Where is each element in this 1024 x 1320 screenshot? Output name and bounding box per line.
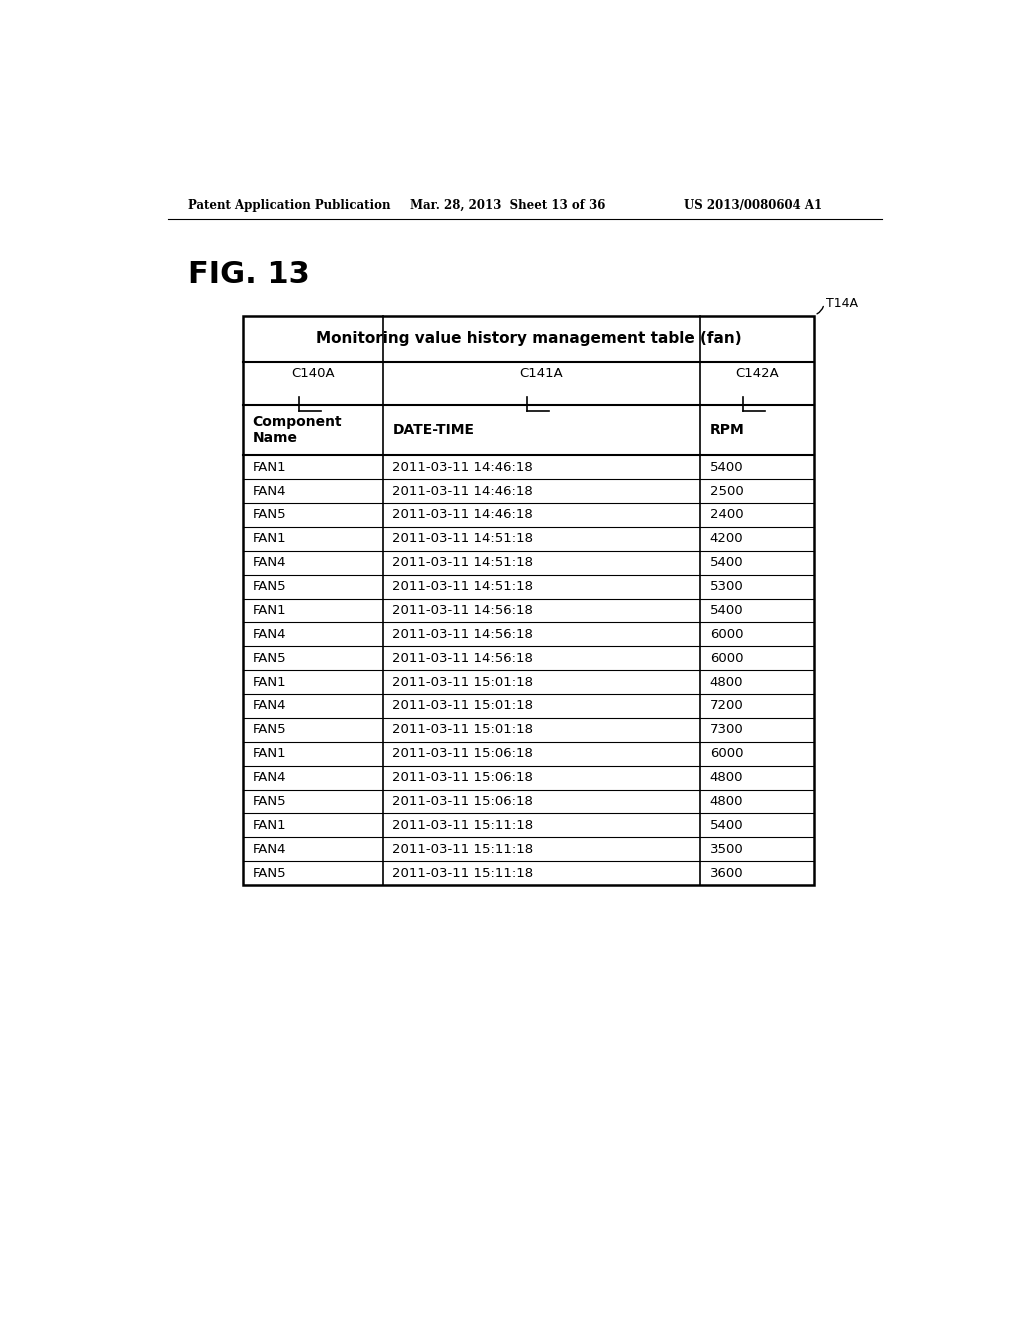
Text: 2011-03-11 14:51:18: 2011-03-11 14:51:18 [392, 532, 534, 545]
Text: Patent Application Publication: Patent Application Publication [187, 199, 390, 213]
Text: 2011-03-11 14:56:18: 2011-03-11 14:56:18 [392, 605, 534, 616]
Text: C141A: C141A [519, 367, 563, 380]
Text: 2011-03-11 15:01:18: 2011-03-11 15:01:18 [392, 723, 534, 737]
Text: 2011-03-11 15:06:18: 2011-03-11 15:06:18 [392, 747, 534, 760]
Text: FAN5: FAN5 [253, 579, 287, 593]
Text: 2500: 2500 [710, 484, 743, 498]
Text: 2011-03-11 14:56:18: 2011-03-11 14:56:18 [392, 652, 534, 665]
Text: FAN1: FAN1 [253, 747, 287, 760]
Text: Mar. 28, 2013  Sheet 13 of 36: Mar. 28, 2013 Sheet 13 of 36 [410, 199, 605, 213]
Text: FAN1: FAN1 [253, 461, 287, 474]
Text: FAN5: FAN5 [253, 508, 287, 521]
Text: Monitoring value history management table (fan): Monitoring value history management tabl… [316, 331, 741, 346]
Text: 4800: 4800 [710, 676, 743, 689]
Text: 3500: 3500 [710, 842, 743, 855]
Text: 5400: 5400 [710, 818, 743, 832]
Text: 7300: 7300 [710, 723, 743, 737]
Text: 5400: 5400 [710, 556, 743, 569]
Text: 2011-03-11 15:06:18: 2011-03-11 15:06:18 [392, 795, 534, 808]
Text: FAN1: FAN1 [253, 605, 287, 616]
Text: FAN4: FAN4 [253, 700, 286, 713]
Text: 2011-03-11 15:01:18: 2011-03-11 15:01:18 [392, 676, 534, 689]
Text: 2011-03-11 14:56:18: 2011-03-11 14:56:18 [392, 628, 534, 640]
Text: FAN4: FAN4 [253, 628, 286, 640]
Text: 5300: 5300 [710, 579, 743, 593]
Text: FIG. 13: FIG. 13 [187, 260, 309, 289]
Text: US 2013/0080604 A1: US 2013/0080604 A1 [684, 199, 821, 213]
Text: 4200: 4200 [710, 532, 743, 545]
Text: C140A: C140A [291, 367, 335, 380]
Text: RPM: RPM [710, 424, 744, 437]
Text: 2011-03-11 14:51:18: 2011-03-11 14:51:18 [392, 579, 534, 593]
Text: 5400: 5400 [710, 605, 743, 616]
Text: 2011-03-11 15:11:18: 2011-03-11 15:11:18 [392, 867, 534, 879]
Text: FAN4: FAN4 [253, 771, 286, 784]
Text: 2011-03-11 15:06:18: 2011-03-11 15:06:18 [392, 771, 534, 784]
Text: 4800: 4800 [710, 795, 743, 808]
Text: 5400: 5400 [710, 461, 743, 474]
Text: FAN1: FAN1 [253, 818, 287, 832]
Text: C142A: C142A [735, 367, 779, 380]
Text: FAN1: FAN1 [253, 532, 287, 545]
Text: 2011-03-11 14:46:18: 2011-03-11 14:46:18 [392, 484, 534, 498]
Text: FAN5: FAN5 [253, 795, 287, 808]
Text: 2011-03-11 15:11:18: 2011-03-11 15:11:18 [392, 842, 534, 855]
Text: 3600: 3600 [710, 867, 743, 879]
Text: FAN5: FAN5 [253, 723, 287, 737]
Text: T14A: T14A [826, 297, 858, 310]
Text: 6000: 6000 [710, 628, 743, 640]
Text: FAN4: FAN4 [253, 556, 286, 569]
FancyBboxPatch shape [243, 315, 814, 886]
Text: FAN5: FAN5 [253, 652, 287, 665]
Text: 7200: 7200 [710, 700, 743, 713]
Text: FAN4: FAN4 [253, 484, 286, 498]
Text: 4800: 4800 [710, 771, 743, 784]
Text: 2011-03-11 14:46:18: 2011-03-11 14:46:18 [392, 508, 534, 521]
Text: 2011-03-11 14:46:18: 2011-03-11 14:46:18 [392, 461, 534, 474]
Text: 2400: 2400 [710, 508, 743, 521]
Text: 2011-03-11 15:01:18: 2011-03-11 15:01:18 [392, 700, 534, 713]
Text: FAN5: FAN5 [253, 867, 287, 879]
Text: DATE-TIME: DATE-TIME [392, 424, 474, 437]
Text: 6000: 6000 [710, 652, 743, 665]
Text: FAN4: FAN4 [253, 842, 286, 855]
Text: FAN1: FAN1 [253, 676, 287, 689]
Text: 2011-03-11 14:51:18: 2011-03-11 14:51:18 [392, 556, 534, 569]
Text: Component
Name: Component Name [253, 416, 342, 445]
Text: 2011-03-11 15:11:18: 2011-03-11 15:11:18 [392, 818, 534, 832]
Text: 6000: 6000 [710, 747, 743, 760]
